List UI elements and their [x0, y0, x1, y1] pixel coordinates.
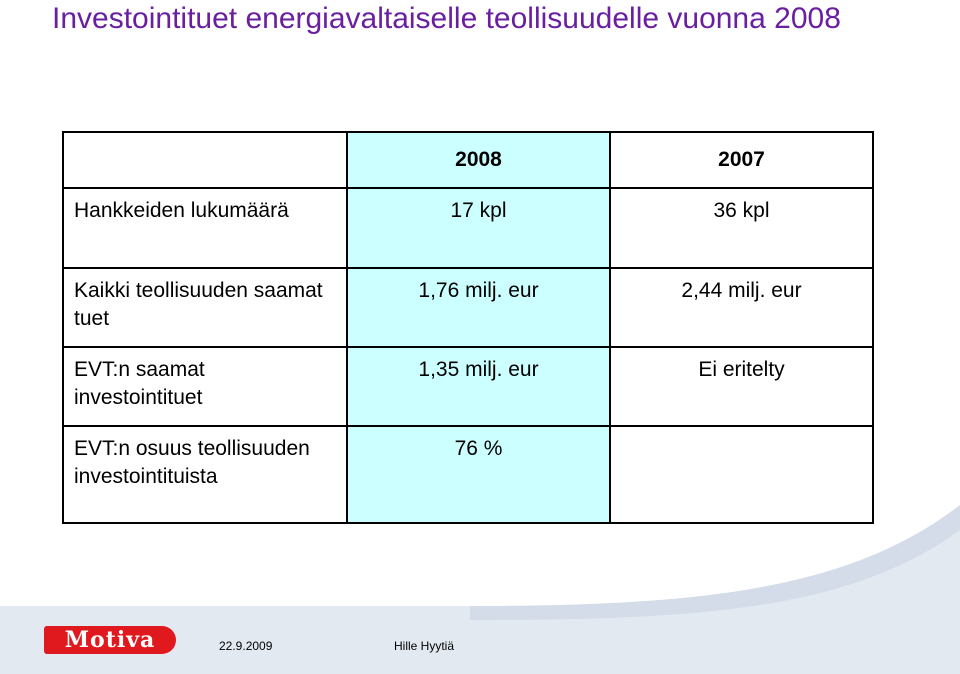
table-header-row: 2008 2007: [62, 131, 874, 189]
header-2008: 2008: [346, 131, 611, 189]
row-label: EVT:n osuus teollisuuden investointituis…: [62, 425, 348, 524]
page-title: Investointituet energiavaltaiselle teoll…: [52, 2, 841, 35]
cell-2008: 17 kpl: [346, 187, 611, 269]
header-blank-cell: [62, 131, 348, 189]
row-label: EVT:n saamat investointituet: [62, 346, 348, 427]
cell-2007: 36 kpl: [609, 187, 874, 269]
cell-2008: 76 %: [346, 425, 611, 524]
table-row: Kaikki teollisuuden saamat tuet 1,76 mil…: [62, 267, 874, 348]
comparison-table: 2008 2007 Hankkeiden lukumäärä 17 kpl 36…: [62, 131, 874, 524]
cell-2008: 1,76 milj. eur: [346, 267, 611, 348]
table-row: Hankkeiden lukumäärä 17 kpl 36 kpl: [62, 187, 874, 269]
cell-2007: [609, 425, 874, 524]
table-row: EVT:n osuus teollisuuden investointituis…: [62, 425, 874, 524]
cell-2007: Ei eritelty: [609, 346, 874, 427]
row-label: Kaikki teollisuuden saamat tuet: [62, 267, 348, 348]
table-row: EVT:n saamat investointituet 1,35 milj. …: [62, 346, 874, 427]
footer-author: Hille Hyytiä: [394, 639, 455, 653]
footer-date: 22.9.2009: [219, 639, 273, 653]
cell-2008: 1,35 milj. eur: [346, 346, 611, 427]
cell-2007: 2,44 milj. eur: [609, 267, 874, 348]
motiva-logo: Motiva: [44, 626, 176, 654]
header-2007: 2007: [609, 131, 874, 189]
row-label: Hankkeiden lukumäärä: [62, 187, 348, 269]
